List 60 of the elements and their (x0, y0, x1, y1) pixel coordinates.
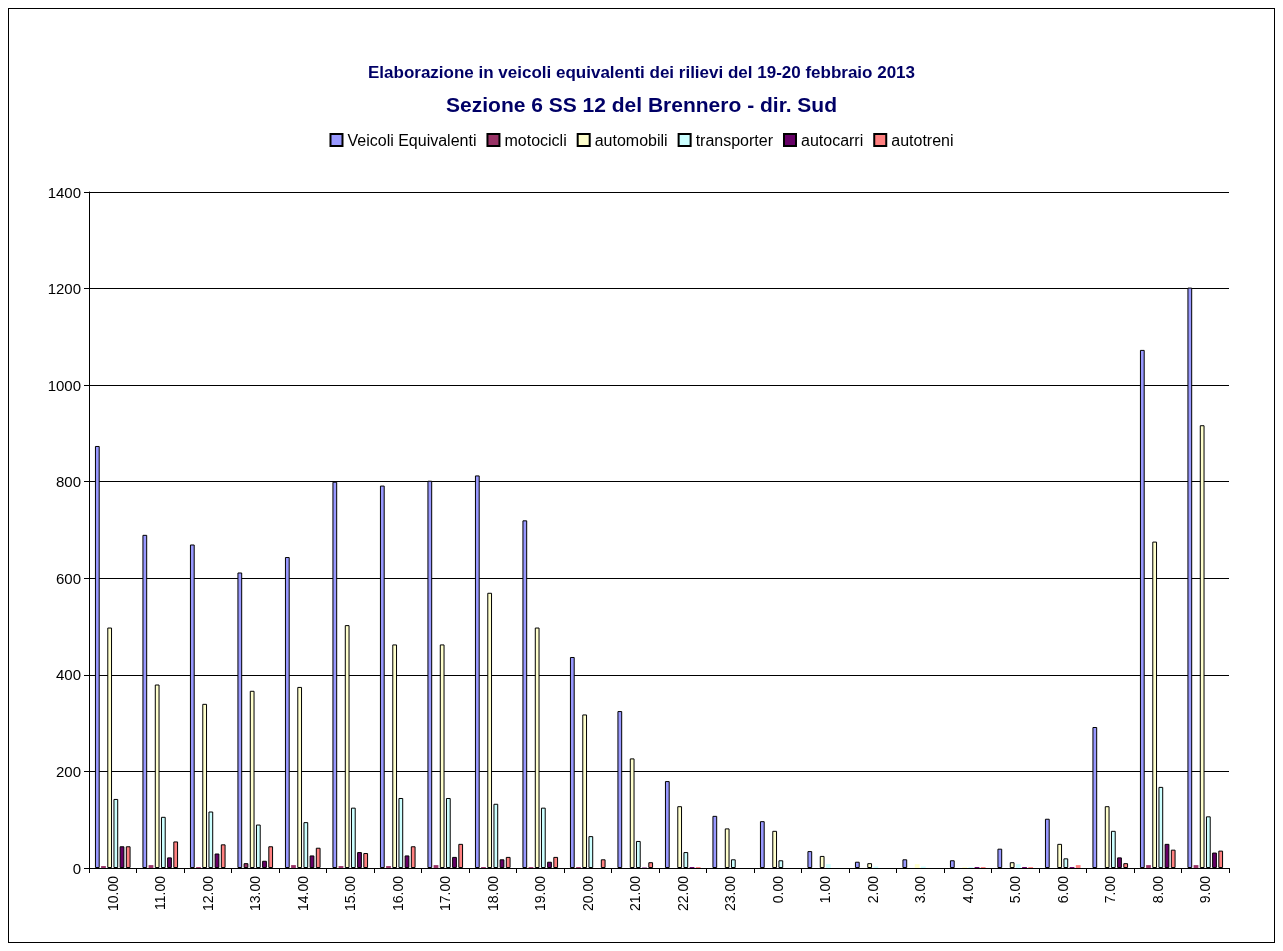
bar (291, 865, 296, 868)
legend-label: autocarri (800, 131, 864, 149)
legend-label: transporter (695, 131, 774, 149)
bar (997, 848, 1003, 868)
y-tick-label: 400 (55, 666, 81, 684)
bar (664, 781, 670, 868)
x-tick-label: 18.00 (484, 875, 501, 912)
x-tick-label: 2.00 (864, 875, 881, 904)
x-tick-label: 5.00 (1007, 875, 1024, 904)
x-tick-label: 4.00 (959, 875, 976, 904)
bar (759, 821, 765, 868)
y-tick-label: 0 (72, 859, 81, 877)
legend-label: autotreni (891, 131, 954, 149)
x-tick-label: 20.00 (579, 875, 596, 912)
x-tick-label: 1.00 (817, 875, 834, 904)
x-tick-label: 9.00 (1197, 875, 1214, 904)
bar (1009, 862, 1015, 868)
bar (854, 861, 860, 868)
legend-label: motocicli (504, 131, 567, 149)
y-tick-label: 200 (55, 762, 81, 780)
y-tick-label: 800 (55, 473, 81, 491)
y-tick-label: 1200 (47, 280, 81, 298)
bar (949, 860, 955, 868)
bar (1015, 864, 1021, 868)
bar (712, 815, 718, 868)
x-tick-label: 19.00 (532, 875, 549, 912)
x-tick-label: 10.00 (104, 875, 121, 912)
chart-title: Elaborazione in veicoli equivalenti dei rilievi del 19-20 febbraio 2013 (367, 63, 916, 82)
x-tick-label: 11.00 (152, 875, 169, 910)
x-tick-label: 14.00 (294, 875, 311, 912)
y-tick-label: 1400 (47, 183, 81, 201)
x-tick-label: 16.00 (389, 875, 406, 912)
x-tick-label: 12.00 (199, 875, 216, 912)
x-tick-label: 13.00 (247, 875, 264, 912)
bar (648, 862, 654, 868)
x-tick-label: 17.00 (437, 875, 454, 912)
x-tick-label: 23.00 (722, 875, 739, 912)
bar (600, 859, 606, 868)
bar (1146, 865, 1151, 868)
x-tick-label: 15.00 (342, 875, 359, 912)
x-tick-label: 0.00 (769, 875, 786, 904)
x-tick-label: 6.00 (1054, 875, 1071, 904)
x-tick-label: 8.00 (1149, 875, 1166, 904)
x-tick-label: 21.00 (627, 875, 644, 912)
bar (902, 859, 908, 868)
bar (1044, 818, 1050, 868)
bar (825, 864, 831, 868)
x-tick-label: 7.00 (1102, 875, 1119, 904)
legend-label: automobili (594, 131, 668, 149)
bar (867, 863, 873, 868)
bar (819, 855, 825, 868)
chart-subtitle: Sezione 6 SS 12 del Brennero - dir. Sud (446, 93, 837, 116)
bar (807, 851, 813, 868)
y-tick-label: 1000 (47, 376, 81, 394)
x-tick-label: 3.00 (912, 875, 929, 904)
bar (1075, 865, 1081, 868)
x-tick-label: 22.00 (674, 875, 691, 912)
y-tick-label: 600 (55, 569, 81, 587)
legend-label: Veicoli Equivalenti (347, 131, 477, 149)
bar (914, 864, 920, 868)
